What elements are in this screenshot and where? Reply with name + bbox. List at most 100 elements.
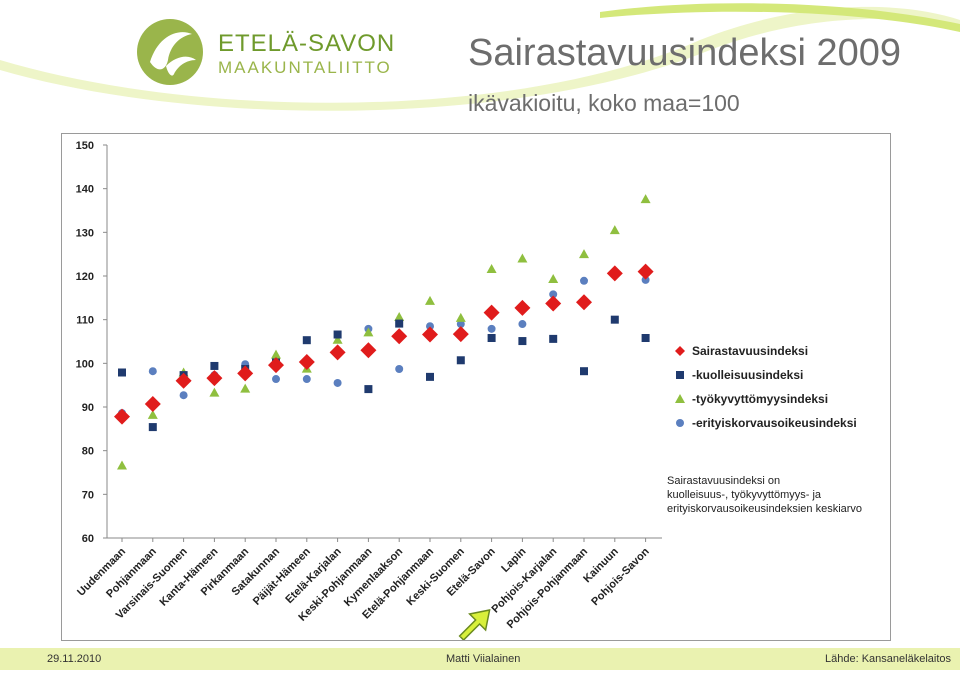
chart-annotation-line: erityiskorvausoikeusindeksien keskiarvo xyxy=(667,503,862,515)
data-point-square xyxy=(148,423,157,432)
data-point-circle xyxy=(302,375,311,384)
data-point-triangle xyxy=(363,327,374,337)
data-point-circle xyxy=(518,320,527,329)
data-point-diamond xyxy=(268,357,284,374)
logo-mark-icon xyxy=(137,19,203,85)
data-point-diamond xyxy=(391,328,408,345)
data-point-square xyxy=(456,356,465,365)
footer-source: Lähde: Kansaneläkelaitos xyxy=(825,653,951,665)
footer-bar: 29.11.2010 Matti Viialainen Lähde: Kansa… xyxy=(0,648,960,670)
data-point-diamond xyxy=(422,326,438,343)
data-point-triangle xyxy=(117,460,127,470)
legend-marker-circle xyxy=(676,419,684,427)
footer-author: Matti Viialainen xyxy=(446,653,521,665)
legend-marker-diamond xyxy=(675,346,685,356)
data-point-circle xyxy=(179,391,188,400)
data-point-square xyxy=(426,372,434,381)
data-point-diamond xyxy=(329,344,346,361)
data-point-triangle xyxy=(548,274,559,284)
data-point-triangle xyxy=(517,253,528,263)
legend-marker-square xyxy=(676,371,684,379)
legend-marker-triangle xyxy=(675,394,685,403)
data-point-diamond xyxy=(175,372,192,389)
x-tick-label: Pohjois-Savon xyxy=(589,545,652,608)
y-tick-label: 130 xyxy=(76,227,94,239)
chart-frame: 60 70 80 90 100 110 120 130 140 150 Uudenmaan Pohja… xyxy=(61,133,891,642)
data-point-triangle xyxy=(271,349,281,359)
y-tick-label: 100 xyxy=(76,358,94,370)
data-point-circle xyxy=(395,365,404,374)
data-point-diamond xyxy=(514,299,531,316)
data-point-square xyxy=(210,361,219,370)
data-point-triangle xyxy=(332,334,343,344)
data-point-triangle xyxy=(579,249,589,259)
data-point-square xyxy=(395,319,404,328)
y-tick-label: 120 xyxy=(76,271,94,283)
chart-annotation-line: kuolleisuus-, työkyvyttömyys- ja xyxy=(667,489,822,501)
data-point-triangle xyxy=(609,225,620,235)
data-point-diamond xyxy=(452,326,469,343)
data-point-circle xyxy=(641,275,650,284)
data-point-circle xyxy=(426,322,434,331)
data-point-triangle xyxy=(394,312,405,322)
y-tick-label: 110 xyxy=(76,315,94,327)
data-point-diamond xyxy=(206,370,223,387)
y-tick-label: 60 xyxy=(82,533,94,545)
data-point-square xyxy=(549,334,558,343)
legend-label: -kuolleisuusindeksi xyxy=(692,368,803,382)
data-point-square xyxy=(518,337,527,346)
data-point-diamond xyxy=(606,265,623,282)
slide-title: Sairastavuusindeksi 2009 xyxy=(468,32,902,74)
data-point-diamond xyxy=(144,395,161,412)
y-tick-label: 90 xyxy=(82,402,94,414)
data-point-square xyxy=(580,367,588,376)
header-swoosh xyxy=(0,3,960,111)
data-point-diamond xyxy=(114,408,130,425)
data-point-diamond xyxy=(576,294,592,311)
data-point-triangle xyxy=(486,264,497,274)
legend-label: -erityiskorvausoikeusindeksi xyxy=(692,416,857,430)
data-point-circle xyxy=(580,276,588,285)
data-point-triangle xyxy=(240,383,251,393)
data-point-triangle xyxy=(455,312,466,322)
data-point-square xyxy=(364,385,373,394)
data-point-circle xyxy=(549,290,558,299)
data-point-diamond xyxy=(545,295,562,312)
data-point-diamond xyxy=(360,342,377,359)
y-tick-label: 150 xyxy=(76,140,94,152)
logo-text-line2: MAAKUNTALIITTO xyxy=(218,58,392,77)
logo-text-line1: ETELÄ-SAVON xyxy=(218,30,396,57)
data-point-triangle xyxy=(209,387,220,397)
y-tick-label: 140 xyxy=(76,184,94,196)
data-point-square xyxy=(487,334,496,343)
footer-date: 29.11.2010 xyxy=(47,653,102,665)
data-point-triangle xyxy=(640,194,651,204)
y-tick-label: 80 xyxy=(82,446,94,458)
data-point-diamond xyxy=(298,354,315,371)
data-point-circle xyxy=(456,320,465,329)
legend-label: -työkyvyttömyysindeksi xyxy=(692,392,828,406)
data-point-triangle xyxy=(147,409,158,419)
data-point-diamond xyxy=(637,263,654,280)
highlight-arrow-icon xyxy=(458,609,491,642)
legend-label: Sairastavuusindeksi xyxy=(692,344,808,358)
slide-subtitle: ikävakioitu, koko maa=100 xyxy=(468,90,740,116)
data-point-square xyxy=(118,368,126,377)
x-tick-label: Lapin xyxy=(499,545,528,574)
data-point-square xyxy=(610,315,619,324)
chart-annotation-line: Sairastavuusindeksi on xyxy=(667,475,780,487)
y-tick-label: 70 xyxy=(82,489,94,501)
logo: ETELÄ-SAVON MAAKUNTALIITTO xyxy=(136,16,396,88)
chart-svg: 60708090100110120130140150UudenmaanPohja… xyxy=(75,140,862,642)
data-point-circle xyxy=(333,378,342,387)
data-point-square xyxy=(302,336,311,345)
data-point-square xyxy=(333,330,342,339)
data-point-diamond xyxy=(483,304,500,321)
data-point-circle xyxy=(148,367,157,376)
data-point-circle xyxy=(487,324,496,333)
data-point-triangle xyxy=(425,295,435,305)
data-point-circle xyxy=(272,375,280,384)
data-point-square xyxy=(641,334,650,343)
data-point-diamond xyxy=(237,365,254,382)
